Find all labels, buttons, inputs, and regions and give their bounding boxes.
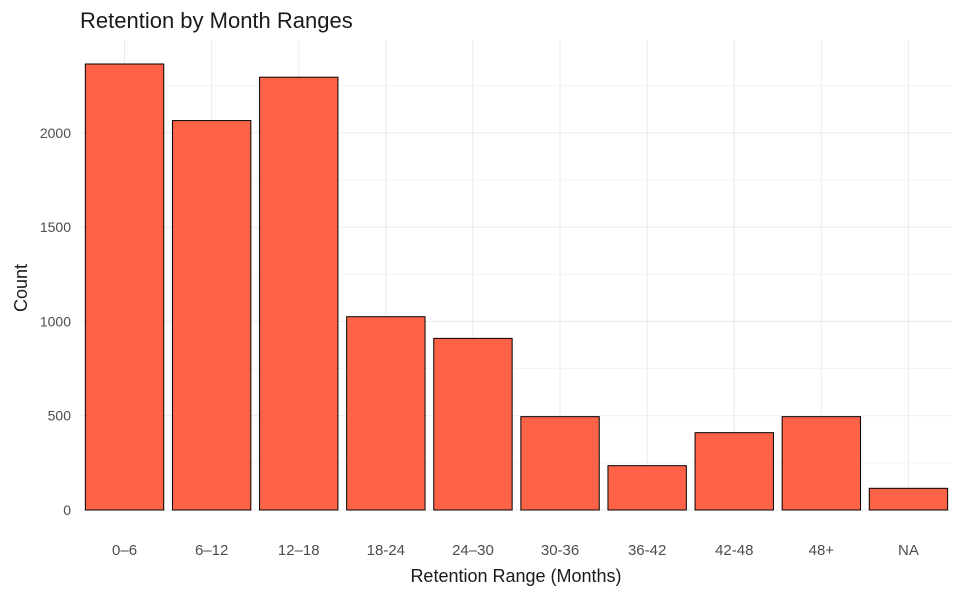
chart-title: Retention by Month Ranges — [80, 8, 353, 33]
x-tick-label: 6–12 — [195, 542, 228, 559]
y-tick-label: 500 — [48, 408, 72, 424]
bar-36-42 — [607, 465, 687, 511]
y-tick-label: 1000 — [40, 313, 71, 329]
y-axis-ticks: 0 500 1000 1500 2000 — [40, 125, 71, 518]
x-tick-label: 36-42 — [628, 542, 666, 559]
x-axis-title: Retention Range (Months) — [410, 566, 621, 586]
x-tick-label: 48+ — [809, 542, 835, 559]
x-tick-label: 24–30 — [452, 542, 494, 559]
bar-0–6 — [84, 63, 165, 511]
x-tick-label: 18-24 — [367, 542, 405, 559]
x-axis-ticks: 0–6 6–12 12–18 18-24 24–30 30-36 36-42 42-48 48+… — [112, 542, 919, 559]
bar-NA — [868, 487, 949, 511]
x-tick-label: 12–18 — [278, 542, 320, 559]
x-tick-label: NA — [898, 542, 919, 559]
bar-24–30 — [433, 337, 513, 511]
bar-48+ — [781, 416, 862, 511]
bar-12–18 — [259, 76, 339, 511]
bar-30-36 — [520, 416, 600, 511]
bar-6–12 — [171, 120, 252, 511]
bar-18-24 — [346, 316, 426, 511]
x-tick-label: 0–6 — [112, 542, 137, 559]
y-axis-title: Count — [11, 264, 31, 312]
y-tick-label: 1500 — [40, 219, 71, 235]
y-tick-label: 2000 — [40, 125, 71, 141]
bars — [84, 63, 949, 511]
bar-42-48 — [694, 432, 774, 511]
y-tick-label: 0 — [63, 502, 71, 518]
x-tick-label: 42-48 — [715, 542, 753, 559]
x-tick-label: 30-36 — [541, 542, 579, 559]
